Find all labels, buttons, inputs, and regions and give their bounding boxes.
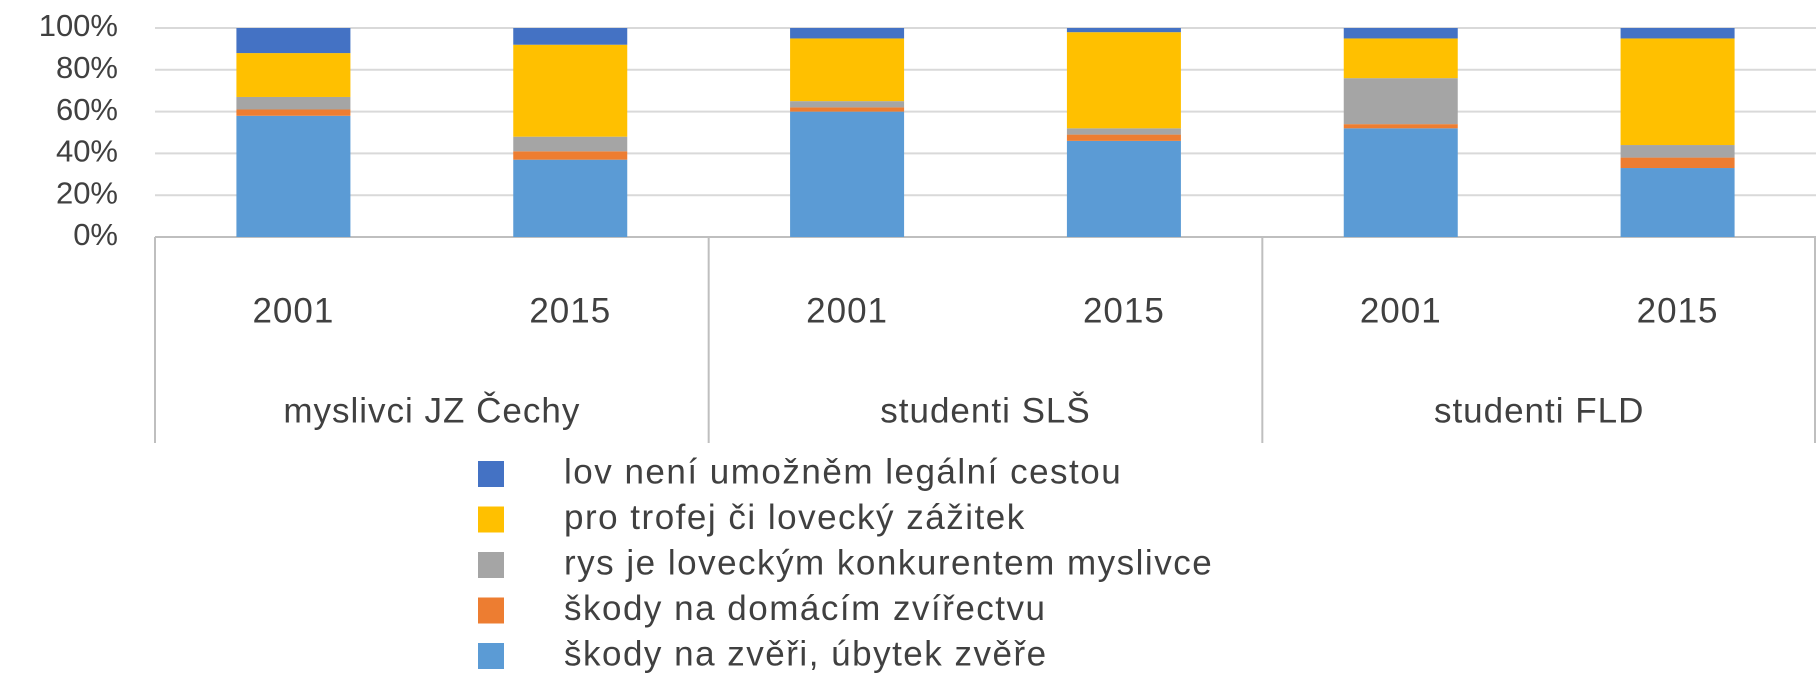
bar-segment bbox=[236, 115, 351, 237]
bar-segment bbox=[513, 159, 628, 237]
legend-label: lov není umožněm legální cestou bbox=[564, 452, 1122, 491]
legend-label: rys je loveckým konkurentem myslivce bbox=[564, 543, 1213, 582]
legend-swatch bbox=[478, 506, 504, 533]
group-label: studenti SLŠ bbox=[880, 391, 1090, 430]
group-label: myslivci JZ Čechy bbox=[283, 391, 580, 430]
x-tick-label: 2015 bbox=[1637, 291, 1719, 330]
bar-segment bbox=[1620, 38, 1735, 146]
bar-segment bbox=[1343, 38, 1458, 79]
x-tick-label: 2001 bbox=[1360, 291, 1442, 330]
x-tick-label: 2001 bbox=[252, 291, 334, 330]
bar-segment bbox=[790, 107, 905, 112]
bar-segment bbox=[1620, 168, 1735, 237]
bar-segment bbox=[513, 28, 628, 45]
bar-segment bbox=[1620, 145, 1735, 158]
legend-label: škody na domácím zvířectvu bbox=[564, 589, 1047, 628]
bar-segment bbox=[1343, 28, 1458, 39]
legend-label: škody na zvěři, úbytek zvěře bbox=[564, 634, 1048, 673]
bar-segment bbox=[1066, 134, 1181, 141]
y-tick-label: 40% bbox=[56, 134, 118, 169]
bar-segment bbox=[236, 109, 351, 116]
y-tick-label: 60% bbox=[56, 92, 118, 127]
legend-label: pro trofej či lovecký zážitek bbox=[564, 498, 1026, 537]
y-tick-label: 100% bbox=[39, 8, 118, 43]
bar-segment bbox=[236, 28, 351, 54]
x-tick-label: 2015 bbox=[529, 291, 611, 330]
legend-swatch bbox=[478, 643, 504, 669]
bar-segment bbox=[790, 38, 905, 102]
bar-segment bbox=[236, 96, 351, 110]
legend-swatch bbox=[478, 552, 504, 578]
x-tick-label: 2001 bbox=[806, 291, 888, 330]
bar-segment bbox=[1066, 28, 1181, 33]
bar-segment bbox=[790, 111, 905, 237]
y-tick-label: 80% bbox=[56, 50, 118, 85]
bar-segment bbox=[1066, 140, 1181, 237]
y-tick-label: 20% bbox=[56, 175, 118, 210]
bar-segment bbox=[1343, 78, 1458, 125]
legend-swatch bbox=[478, 597, 504, 624]
bar-segment bbox=[1620, 28, 1735, 39]
bar-segment bbox=[1343, 124, 1458, 129]
bar-segment bbox=[513, 136, 628, 152]
bar-segment bbox=[513, 44, 628, 137]
bar-segment bbox=[1343, 128, 1458, 237]
legend-swatch bbox=[478, 461, 504, 487]
bar-segment bbox=[1066, 32, 1181, 129]
bar-segment bbox=[790, 101, 905, 108]
bar-segment bbox=[790, 28, 905, 39]
bar-segment bbox=[236, 53, 351, 97]
bar-segment bbox=[1620, 157, 1735, 169]
group-label: studenti FLD bbox=[1434, 391, 1644, 430]
bar-segment bbox=[513, 151, 628, 160]
bar-segment bbox=[1066, 128, 1181, 135]
y-tick-label: 0% bbox=[73, 217, 118, 252]
x-tick-label: 2015 bbox=[1083, 291, 1165, 330]
